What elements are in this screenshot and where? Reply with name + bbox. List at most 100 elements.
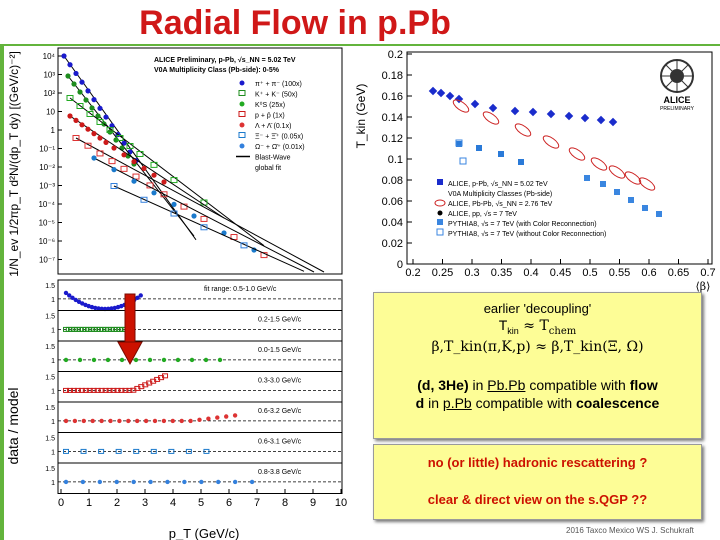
spectrum-point: [86, 111, 94, 117]
tkin-y-tick-label: 0.12: [382, 133, 403, 145]
blast-wave-curve: [75, 137, 325, 273]
y-tick-label: 10⁻²: [39, 163, 55, 172]
beta-x-tick-label: 0.2: [405, 267, 420, 279]
note-line-2: Tkin ≈ Tchem: [374, 317, 701, 337]
spectra-y-ticks: 10⁴ 10³ 10² 10 1 10⁻¹ 10⁻² 10⁻³ 10⁻⁴ 10⁻⁵ 10⁻⁶ 10⁻⁷: [38, 52, 62, 265]
ratio-point: [72, 418, 78, 424]
tkin-legend-label: PYTHIA8, √s = 7 TeV (without Color Recon…: [448, 230, 606, 238]
ratio-tick-label: 1: [51, 388, 55, 395]
ratio-point: [249, 479, 255, 485]
ratio-tick-label: 1: [51, 449, 55, 456]
ratio-point: [126, 387, 133, 393]
x-tick-label: 6: [226, 497, 232, 509]
ratio-point: [106, 306, 111, 311]
beta-x-tick-label: 0.6: [641, 267, 656, 279]
spectrum-point: [97, 135, 103, 141]
ratio-point: [131, 479, 136, 485]
fit-range-label: 0.6-3.1 GeV/c: [258, 439, 302, 446]
ratio-point: [109, 306, 114, 311]
ratio-point: [152, 418, 158, 424]
ratio-point: [106, 387, 113, 393]
ratio-panel-frame: [57, 462, 343, 494]
ratio-tick-label: 1: [51, 327, 55, 334]
ratio-point: [63, 357, 69, 363]
ratio-point: [203, 357, 209, 363]
ratio-point: [185, 448, 192, 454]
qgp-line: clear & direct view on the s.QGP ??: [427, 492, 648, 507]
tkin-y-tick-label: 0.02: [382, 238, 403, 250]
spectrum-point: [76, 103, 84, 109]
x-tick-label: 5: [198, 497, 204, 509]
spectrum-point: [170, 210, 178, 217]
tchem-sub: chem: [548, 325, 577, 337]
decoupling-note: earlier 'decoupling' Tkin ≈ Tchem β,T_ki…: [373, 292, 702, 439]
spectrum-point: [116, 135, 124, 141]
ratio-point: [110, 387, 117, 393]
spectrum-point: [111, 145, 117, 151]
spectrum-point: [151, 190, 157, 196]
ratio-point: [76, 299, 82, 304]
spectrum-point: [141, 165, 147, 171]
ratio-point: [224, 414, 229, 419]
spectrum-point: [65, 73, 71, 79]
fit-range-label: 0.0-1.5 GeV/c: [258, 347, 302, 354]
spectrum-point: [67, 113, 73, 119]
tkin-y-ticks: 0.2 0.18 0.16 0.14 0.12 0.1 0.08 0.06 0.04 0.02 0: [382, 49, 412, 271]
tchem-symbol: T: [539, 318, 549, 334]
y-tick-label: 10⁻¹: [39, 145, 55, 154]
x-tick-label: 2: [114, 497, 120, 509]
ratio-point: [114, 479, 119, 485]
ratio-point: [98, 387, 105, 393]
y-tick-label: 10⁻⁷: [39, 256, 55, 265]
spectrum-point: [200, 224, 208, 231]
beta-x-tick-label: 0.55: [609, 267, 630, 279]
ratio-point: [138, 293, 143, 298]
ratio-point: [182, 479, 187, 485]
ratio-point: [63, 418, 69, 424]
ratio-tick-label: 1.5: [45, 344, 55, 351]
spectrum-point: [72, 135, 80, 141]
spectrum-point: [103, 114, 109, 120]
spectrum-point: [110, 183, 118, 189]
ratio-point: [150, 448, 157, 454]
spectrum-point: [71, 81, 77, 87]
legend-label: Ω⁻ + Ω̄⁺ (0.01x): [255, 144, 305, 151]
spectrum-point: [170, 177, 178, 184]
beta-x-tick-label: 0.45: [550, 267, 571, 279]
y-tick-label: 10³: [43, 71, 55, 80]
pp-point: [476, 145, 482, 151]
ratio-point: [175, 357, 181, 363]
pbpb-contour: [638, 177, 656, 191]
ratio-tick-label: 1.5: [45, 436, 55, 443]
legend-label: Λ + Λ̄ (0.1x): [255, 123, 291, 130]
tkin-y-tick-label: 0.08: [382, 175, 403, 187]
ratio-tick-label: 1: [51, 358, 55, 365]
ratio-tick-label: 1.5: [45, 405, 55, 412]
rescattering-line: no (or little) hadronic rescattering ?: [427, 455, 648, 470]
ratio-panels: 1.5 1 fit range: 0.5-1.0 GeV/c 1.5 1 0.2-1.5 …: [45, 279, 343, 494]
pythia-cr-point: [600, 181, 606, 187]
pbpb-contour: [482, 111, 500, 125]
beta-x-ticks: 0.2 0.25 0.3 0.35 0.4 0.45 0.5 0.55 0.6 0.65 0.7: [405, 259, 716, 279]
legend-pp-marker: [437, 210, 443, 216]
spectrum-point: [121, 140, 127, 146]
ratio-point: [70, 387, 77, 393]
y-tick-label: 10²: [43, 89, 55, 98]
beta-x-tick-label: 0.65: [668, 267, 689, 279]
fit-range-label: 0.8-3.8 GeV/c: [258, 469, 302, 476]
ratio-point: [90, 418, 95, 424]
blast-wave-curve: [69, 97, 265, 247]
ratio-tick-label: 1: [51, 297, 55, 304]
left-accent-stripe: [0, 46, 4, 540]
spectra-legend: π⁺ + π⁻ (100x) K⁺ + K⁻ (50x) K⁰S (25x) p + …: [236, 80, 305, 172]
tkin-legend-label: ALICE, Pb-Pb, √s_NN = 2.76 TeV: [448, 200, 553, 208]
pythia-cr-point: [642, 205, 648, 211]
ratio-point: [133, 448, 140, 454]
blast-wave-curve: [63, 55, 197, 241]
tkin-legend-label: ALICE, pp, √s = 7 TeV: [448, 210, 517, 218]
spectrum-point: [77, 89, 83, 95]
ratio-point: [99, 418, 104, 424]
spectrum-point: [132, 173, 140, 180]
ratio-point: [161, 418, 167, 424]
spectra-x-ticks: 0 1 2 3 4 5 6 7 8 9 10: [58, 489, 347, 509]
